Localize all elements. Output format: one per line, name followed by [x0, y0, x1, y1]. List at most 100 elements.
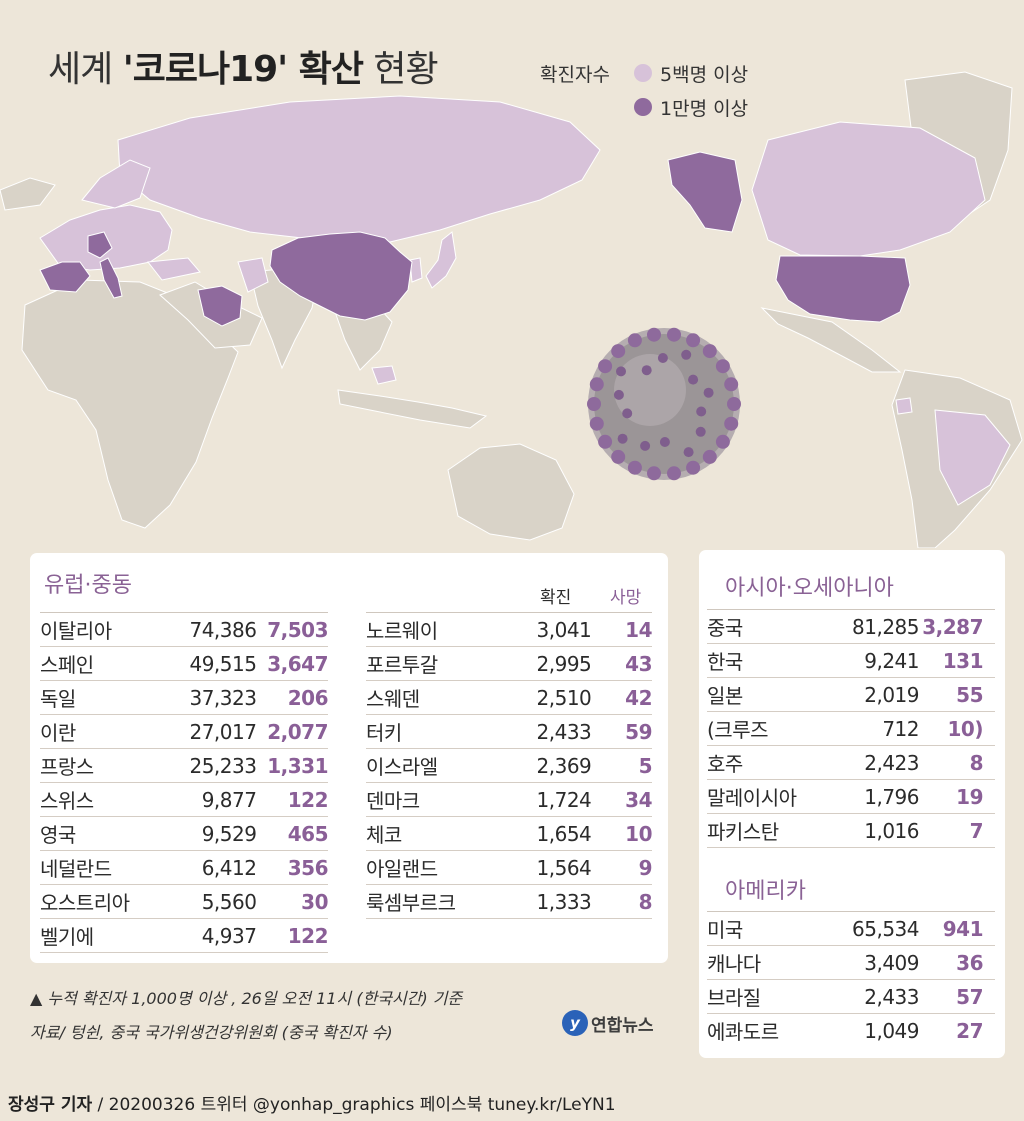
- europe-panel-title: 유럽·중동: [44, 573, 132, 598]
- virus-spike: [702, 344, 717, 359]
- virus-spike-inner: [688, 374, 699, 385]
- country-name: 파키스탄: [707, 820, 779, 844]
- table-row: 캐나다 3,409 36: [707, 946, 995, 980]
- credit-line: 장성구 기자 / 20200326 트위터 @yonhap_graphics 페…: [8, 1090, 616, 1115]
- virus-spike-inner: [616, 366, 626, 377]
- confirmed-count: 65,534: [852, 916, 919, 941]
- virus-spike-inner: [617, 433, 628, 444]
- virus-spike: [611, 449, 626, 464]
- death-count: 43: [625, 651, 652, 676]
- table-row: 스위스 9,877 122: [40, 783, 328, 817]
- page-title: 세계 '코로나19' 확산 현황: [48, 40, 439, 92]
- country-name: 중국: [707, 616, 743, 640]
- country-name: 오스트리아: [40, 891, 130, 915]
- table-row: 호주 2,423 8: [707, 746, 995, 780]
- confirmed-count: 2,995: [536, 651, 592, 676]
- virus-spike: [598, 359, 613, 374]
- virus-spike: [647, 327, 661, 342]
- virus-spike: [715, 434, 730, 449]
- death-count: 36: [956, 950, 983, 975]
- virus-spike: [686, 460, 701, 475]
- country-name: 미국: [707, 918, 743, 942]
- country-name: 브라질: [707, 986, 761, 1010]
- region-canada: [751, 121, 986, 257]
- death-count: 8: [969, 750, 984, 775]
- table-row: 덴마크 1,724 34: [366, 783, 652, 817]
- virus-spike: [667, 466, 681, 481]
- virus-spike-inner: [696, 406, 707, 417]
- confirmed-count: 9,241: [864, 648, 919, 673]
- table-row: 벨기에 4,937 122: [40, 919, 328, 953]
- region-china: [269, 231, 413, 321]
- country-name: 스위스: [40, 789, 94, 813]
- title-prefix: 세계: [48, 49, 123, 90]
- confirmed-count: 1,724: [536, 787, 592, 812]
- confirmed-count: 9,529: [201, 821, 257, 846]
- region-usa: [775, 255, 911, 323]
- confirmed-count: 9,877: [201, 787, 257, 812]
- confirmed-count: 1,016: [864, 818, 919, 843]
- country-name: 아일랜드: [366, 857, 438, 881]
- region-ecuador: [895, 397, 913, 415]
- map-legend: 확진자수 5백명 이상 1만명 이상: [540, 56, 748, 124]
- col-confirmed-header: 확진: [540, 588, 572, 608]
- table-row: 중국 81,285 3,287: [707, 610, 995, 644]
- legend-swatch-dark: [634, 98, 652, 116]
- death-count: 356: [287, 855, 329, 880]
- confirmed-count: 1,796: [864, 784, 919, 809]
- virus-spike: [715, 359, 730, 374]
- table-row: 브라질 2,433 57: [707, 980, 995, 1014]
- table-row: 이스라엘 2,369 5: [366, 749, 652, 783]
- virus-spike: [724, 377, 739, 392]
- table-row: 영국 9,529 465: [40, 817, 328, 851]
- america-table: 미국 65,534 941 캐나다 3,409 36 브라질 2,433 57 에콰도르 1,049…: [707, 911, 995, 1047]
- virus-spike: [702, 449, 717, 464]
- table-row: 말레이시아 1,796 19: [707, 780, 995, 814]
- region-germany: [87, 231, 113, 259]
- confirmed-count: 2,433: [536, 719, 592, 744]
- confirmed-count: 1,564: [536, 855, 592, 880]
- confirmed-count: 37,323: [189, 685, 257, 710]
- table-row: 에콰도르 1,049 27: [707, 1014, 995, 1047]
- table-row: 독일 37,323 206: [40, 681, 328, 715]
- virus-spike-inner: [703, 387, 714, 398]
- death-count: 57: [956, 984, 983, 1009]
- legend-label-light: 5백명 이상: [660, 63, 749, 86]
- country-name: 일본: [707, 684, 743, 708]
- region-iran: [197, 285, 243, 327]
- death-count: 10: [625, 821, 652, 846]
- virus-spike-inner: [683, 447, 694, 458]
- table-row: 오스트리아 5,560 30: [40, 885, 328, 919]
- table-row: (크루즈 712 10): [707, 712, 995, 746]
- death-count: 2,077: [267, 719, 328, 744]
- footnote-source: 자료/ 텅쉰, 중국 국가위생건강위원회 (중국 확진자 수): [30, 1023, 393, 1042]
- land-indonesia: [337, 389, 488, 429]
- death-count: 465: [287, 821, 329, 846]
- world-map: 세계 '코로나19' 확산 현황 확진자수 5백명 이상 1만명 이상: [0, 0, 1024, 548]
- region-malaysia: [371, 365, 397, 385]
- virus-spike-inner: [641, 365, 652, 376]
- confirmed-count: 74,386: [189, 617, 257, 642]
- table-row: 노르웨이 3,041 14: [366, 613, 652, 647]
- country-name: 이란: [40, 721, 76, 745]
- death-count: 7,503: [267, 617, 328, 642]
- region-scandinavia: [81, 159, 151, 209]
- region-france-spain: [39, 261, 91, 293]
- table-row: 파키스탄 1,016 7: [707, 814, 995, 848]
- land-north-africa-west: [0, 177, 56, 211]
- europe-right-table: 노르웨이 3,041 14 포르투갈 2,995 43 스웨덴 2,510 42 터키 2,433 5…: [366, 612, 652, 919]
- virus-spike-inner: [659, 437, 670, 447]
- credit-rest: / 20200326 트위터 @yonhap_graphics 페이스북 tun…: [92, 1095, 616, 1115]
- death-count: 10): [947, 716, 984, 741]
- virus-spike: [627, 333, 642, 348]
- confirmed-count: 2,433: [864, 984, 919, 1009]
- virus-spike: [667, 327, 681, 342]
- virus-spike: [727, 397, 741, 411]
- table-row: 이탈리아 74,386 7,503: [40, 613, 328, 647]
- death-count: 122: [287, 787, 329, 812]
- confirmed-count: 25,233: [189, 753, 257, 778]
- country-name: 스페인: [40, 653, 94, 677]
- confirmed-count: 81,285: [852, 614, 919, 639]
- virus-spike-inner: [622, 408, 633, 419]
- confirmed-count: 6,412: [201, 855, 257, 880]
